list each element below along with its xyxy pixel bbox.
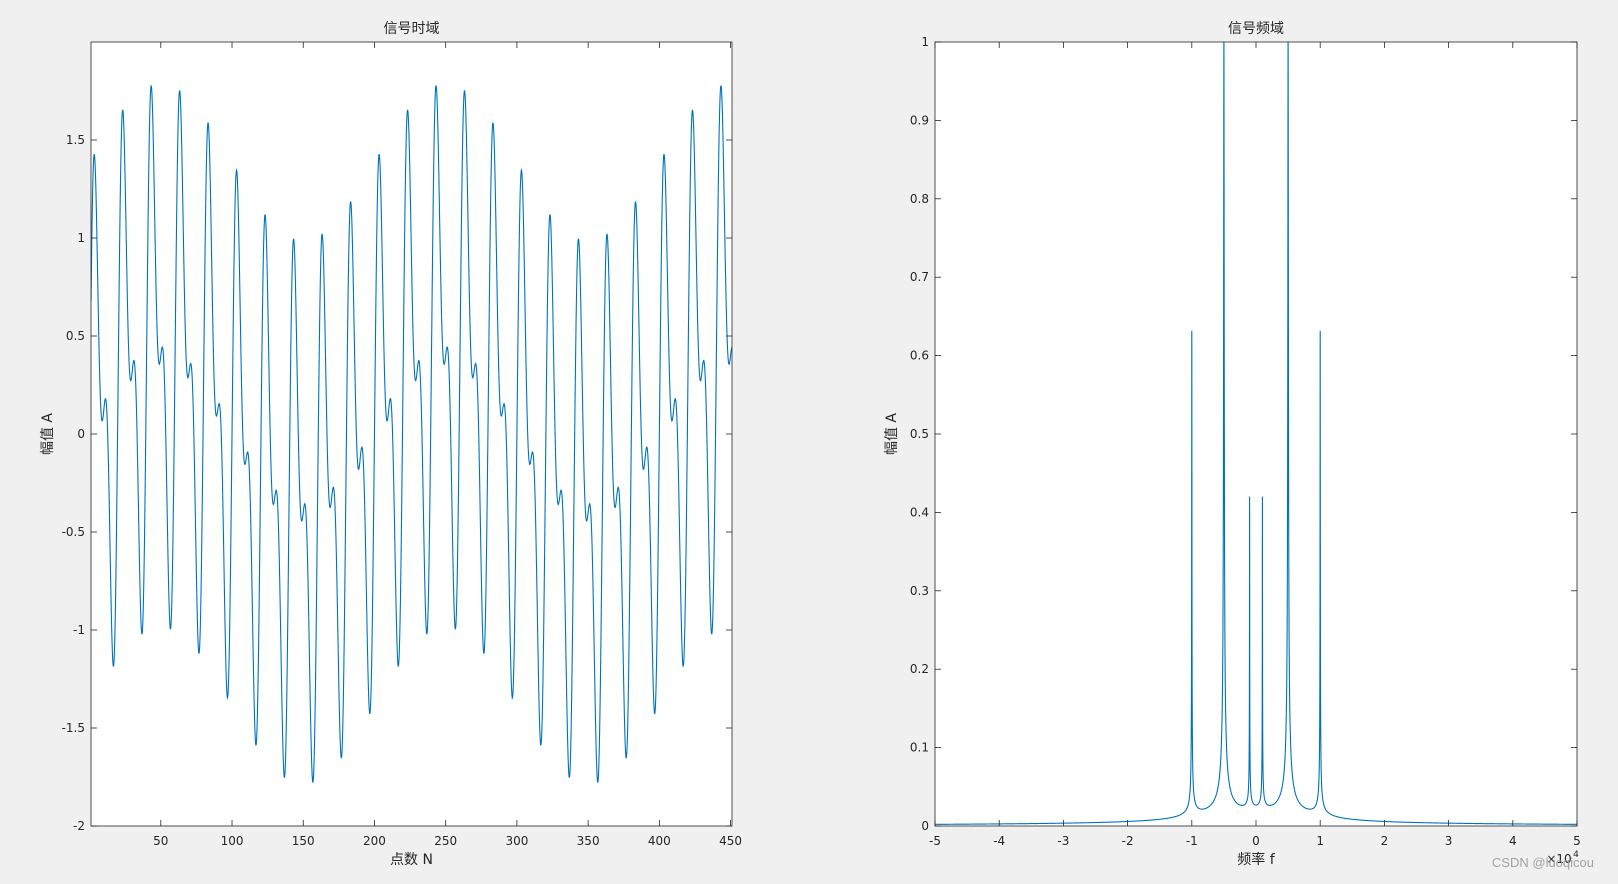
y-tick-label: 0 [921, 819, 929, 833]
x-tick-label: 1 [1316, 834, 1324, 848]
x-tick-label: -3 [1057, 834, 1069, 848]
x-tick-label: 300 [505, 834, 528, 848]
y-tick-label: 0.3 [910, 584, 929, 598]
x-axis-label: 点数 N [390, 852, 433, 868]
series-line [935, 42, 1577, 825]
chart-title: 信号频域 [1228, 21, 1284, 37]
x-tick-label: -4 [993, 834, 1005, 848]
x-tick-label: 400 [648, 834, 671, 848]
x-tick-label: 450 [719, 834, 742, 848]
y-tick-label: 0.4 [910, 505, 929, 519]
y-tick-label: -1 [73, 623, 85, 637]
watermark: CSDN @luoqicou [1491, 855, 1594, 870]
y-tick-label: -2 [73, 819, 85, 833]
y-tick-label: 0.6 [910, 349, 929, 363]
y-tick-label: 0.7 [910, 270, 929, 284]
y-tick-label: -0.5 [62, 525, 85, 539]
x-exponent-power: 4 [1573, 850, 1579, 860]
x-tick-label: 200 [363, 834, 386, 848]
x-tick-label: 3 [1445, 834, 1453, 848]
x-tick-label: -5 [929, 834, 941, 848]
y-tick-label: 0.8 [910, 192, 929, 206]
x-tick-label: 4 [1509, 834, 1517, 848]
x-tick-label: 150 [292, 834, 315, 848]
x-tick-label: -2 [1122, 834, 1134, 848]
x-tick-label: 50 [153, 834, 168, 848]
x-tick-label: 2 [1381, 834, 1389, 848]
x-tick-label: -1 [1186, 834, 1198, 848]
x-tick-label: 250 [434, 834, 457, 848]
y-tick-label: 0.5 [910, 427, 929, 441]
plot-area [935, 42, 1577, 826]
y-tick-label: -1.5 [62, 721, 85, 735]
y-axis-label: 幅值 A [40, 413, 56, 455]
y-tick-label: 0.5 [66, 329, 85, 343]
y-tick-label: 1.5 [66, 133, 85, 147]
frequency-domain-chart: -5 -4 -3 -2 -1 0 1 2 3 4 5 0 0.1 0.2 0.3 0.4 0.5 0.6 0.7 0.… [884, 21, 1581, 868]
x-tick-label: 5 [1573, 834, 1581, 848]
y-tick-label: 0.9 [910, 113, 929, 127]
time-domain-chart: 50 100 150 200 250 300 350 400 450 -2 -1.5 -1 -0.5 0 0… [40, 21, 742, 868]
y-tick-label: 0.2 [910, 662, 929, 676]
x-tick-label: 350 [577, 834, 600, 848]
x-exponent-label: ×10 [1546, 852, 1571, 866]
chart-title: 信号时域 [384, 21, 440, 37]
x-axis-label: 频率 f [1237, 851, 1275, 868]
y-tick-label: 1 [921, 35, 929, 49]
plot-area [91, 42, 732, 826]
x-tick-label: 100 [221, 834, 244, 848]
y-tick-label: 0.1 [910, 741, 929, 755]
y-tick-label: 1 [77, 231, 85, 245]
series-line [91, 85, 732, 783]
y-axis-label: 幅值 A [884, 413, 900, 455]
y-tick-label: 0 [77, 427, 85, 441]
x-tick-label: 0 [1252, 834, 1260, 848]
